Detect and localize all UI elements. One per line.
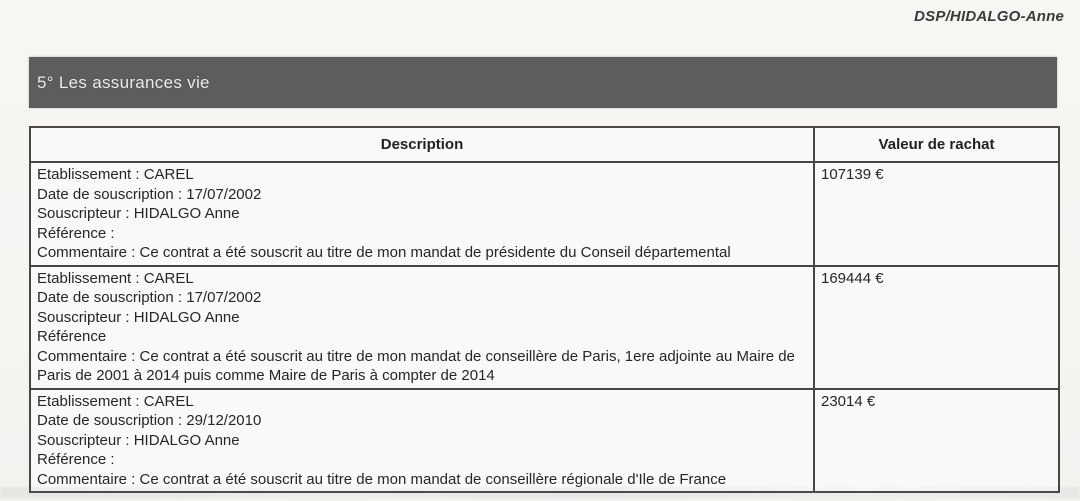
commentaire-line: Commentaire : Ce contrat a été souscrit …: [37, 347, 795, 385]
description-cell: Etablissement : CAREL Date de souscripti…: [29, 161, 815, 267]
date-souscription-line: Date de souscription : 17/07/2002: [37, 289, 262, 306]
reference-line: Référence :: [37, 451, 115, 468]
valeur-rachat-cell: 107139 €: [813, 161, 1060, 267]
etablissement-line: Etablissement : CAREL: [37, 166, 194, 183]
commentaire-line: Commentaire : Ce contrat a été souscrit …: [37, 470, 727, 488]
souscripteur-line: Souscripteur : HIDALGO Anne: [37, 205, 240, 222]
table-row: Etablissement : CAREL Date de souscripti…: [29, 387, 1060, 493]
reference-line: Référence :: [37, 224, 115, 242]
reference-line: Référence: [37, 328, 107, 345]
table-header-row: Description Valeur de rachat: [29, 126, 1060, 163]
scan-artifact: [0, 487, 1080, 498]
column-header-valeur-de-rachat: Valeur de rachat: [813, 126, 1060, 163]
description-cell: Etablissement : CAREL Date de souscripti…: [29, 387, 815, 493]
date-souscription-line: Date de souscription : 17/07/2002: [37, 185, 262, 203]
etablissement-line: Etablissement : CAREL: [37, 392, 194, 410]
valeur-rachat-cell: 169444 €: [813, 264, 1060, 390]
column-header-description: Description: [29, 126, 815, 163]
table-row: Etablissement : CAREL Date de souscripti…: [29, 264, 1060, 390]
date-souscription-line: Date de souscription : 29/12/2010: [37, 412, 262, 429]
valeur-rachat-cell: 23014 €: [813, 387, 1060, 493]
commentaire-line: Commentaire : Ce contrat a été souscrit …: [37, 244, 731, 261]
description-cell: Etablissement : CAREL Date de souscripti…: [29, 264, 815, 390]
document-reference: DSP/HIDALGO-Anne: [914, 8, 1064, 25]
etablissement-line: Etablissement : CAREL: [37, 269, 194, 287]
souscripteur-line: Souscripteur : HIDALGO Anne: [37, 308, 240, 326]
section-title-bar: 5° Les assurances vie: [29, 57, 1057, 108]
table-row: Etablissement : CAREL Date de souscripti…: [29, 161, 1060, 267]
souscripteur-line: Souscripteur : HIDALGO Anne: [37, 431, 240, 449]
assurances-vie-table: Description Valeur de rachat Etablisseme…: [29, 126, 1060, 493]
section-title: 5° Les assurances vie: [37, 72, 210, 92]
